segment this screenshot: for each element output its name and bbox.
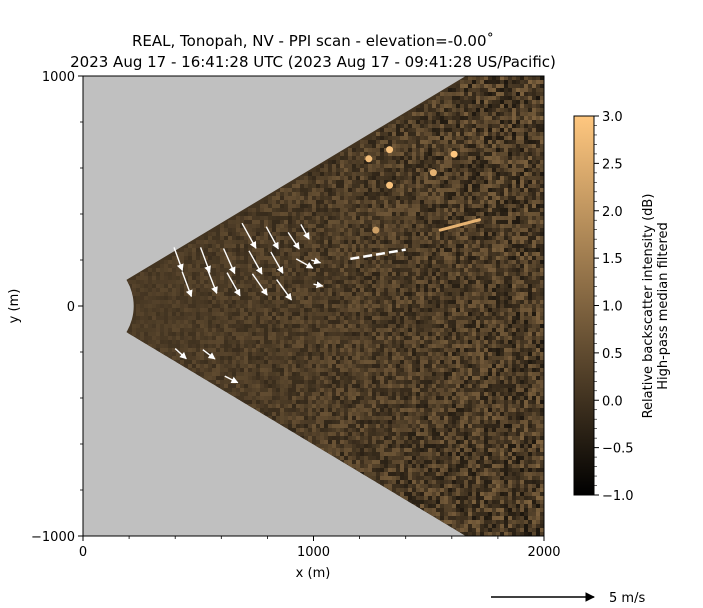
wind-vector (251, 273, 268, 296)
wind-vector (181, 271, 193, 298)
x-tick-label: 1000 (297, 545, 330, 560)
wind-vector (300, 224, 310, 240)
plot-area (82, 75, 545, 537)
x-axis-label: x (m) (296, 566, 331, 581)
bright-feature (386, 181, 394, 189)
wind-vector (206, 268, 218, 294)
colorbar: −1.0 −0.5 0.0 0.5 1.0 1.5 2.0 2.5 3.0 Relative b… (573, 110, 671, 504)
scan-sector (126, 76, 544, 536)
bright-feature (450, 150, 458, 158)
wind-vector (202, 349, 216, 360)
x-tick-label: 0 (79, 545, 87, 560)
wind-vectors (173, 222, 324, 384)
wind-vector (265, 226, 279, 250)
reference-vector-label: 5 m/s (609, 591, 645, 606)
chart-title-line1: REAL, Tonopah, NV - PPI scan - elevation… (132, 32, 494, 50)
colorbar-tick-label: 3.0 (602, 110, 623, 125)
x-axis: 0 1000 2000 (79, 536, 561, 560)
wind-vector (270, 251, 284, 274)
wind-vector (222, 248, 236, 275)
colorbar-tick-label: −0.5 (602, 442, 634, 457)
reference-vector: 5 m/s (491, 591, 645, 606)
wind-vector (248, 250, 263, 275)
wind-vector (173, 247, 184, 272)
y-axis-label: y (m) (7, 289, 22, 324)
wind-vector (226, 272, 241, 297)
colorbar-tick-label: 0.5 (602, 347, 623, 362)
bright-streak (438, 218, 481, 232)
wind-vector (287, 232, 300, 250)
wind-vector (199, 247, 211, 274)
wind-vector (224, 375, 239, 384)
bright-feature (429, 169, 437, 177)
sector-texture (128, 76, 544, 536)
x-tick-label: 2000 (527, 545, 560, 560)
colorbar-tick-label: 1.5 (602, 252, 623, 267)
bright-features (350, 146, 481, 261)
colorbar-tick-label: 2.0 (602, 205, 623, 220)
wind-vector (174, 348, 187, 360)
wind-vector (310, 257, 322, 265)
wind-vector (241, 222, 257, 249)
bright-feature (365, 155, 373, 163)
y-axis: −1000 0 1000 (31, 70, 83, 545)
y-tick-label: 1000 (42, 70, 75, 85)
dashed-segment (350, 248, 406, 261)
bright-feature (386, 146, 394, 154)
colorbar-tick-label: 0.0 (602, 394, 623, 409)
wind-vector (313, 281, 324, 289)
wind-vector (276, 279, 293, 301)
colorbar-gradient (573, 115, 595, 496)
colorbar-tick-label: −1.0 (602, 489, 634, 504)
chart-title-line2: 2023 Aug 17 - 16:41:28 UTC (2023 Aug 17 … (70, 53, 556, 71)
y-tick-label: 0 (67, 300, 75, 315)
colorbar-tick-label: 2.5 (602, 157, 623, 172)
colorbar-label-line2: High-pass median filtered (656, 222, 671, 390)
colorbar-ticks: −1.0 −0.5 0.0 0.5 1.0 1.5 2.0 2.5 3.0 (594, 110, 634, 504)
colorbar-label-line1: Relative backscatter intensity (dB) (641, 194, 656, 419)
colorbar-tick-label: 1.0 (602, 300, 623, 315)
wind-vector (295, 258, 314, 269)
bright-feature (372, 226, 380, 234)
y-tick-label: −1000 (31, 530, 75, 545)
